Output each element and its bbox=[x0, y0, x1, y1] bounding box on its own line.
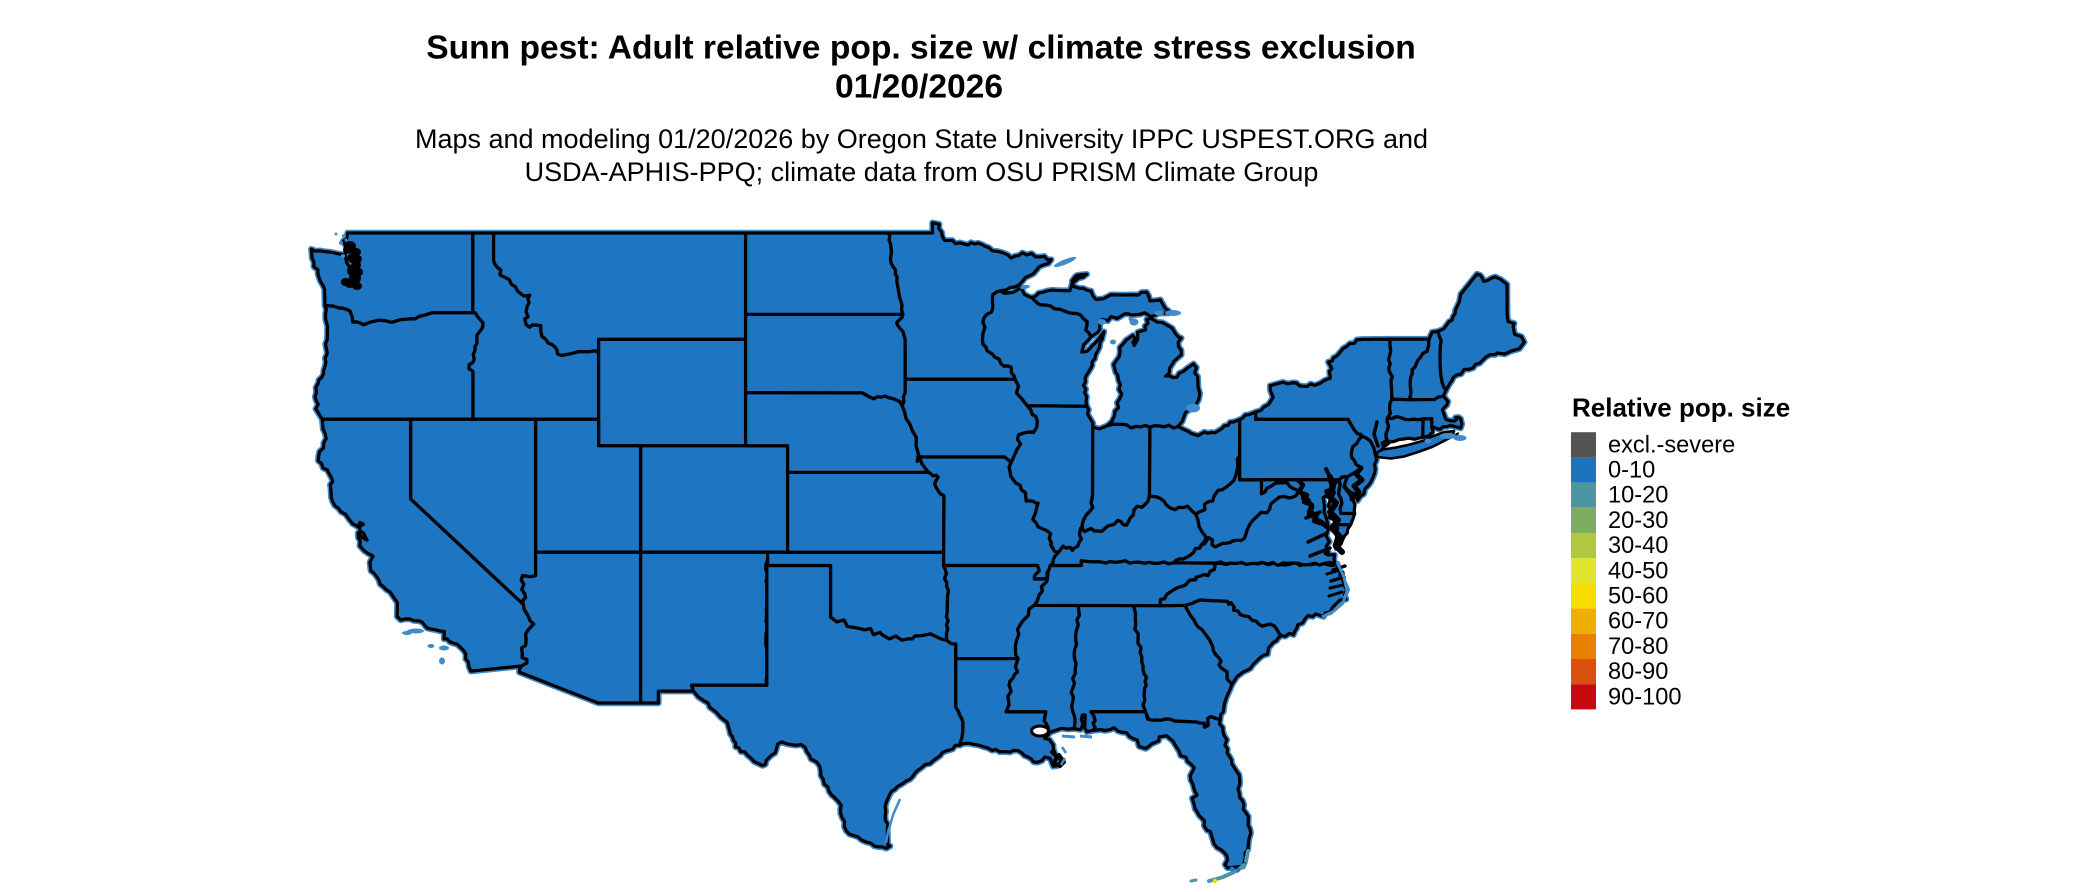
svg-text:0-10: 0-10 bbox=[1608, 458, 1655, 484]
svg-text:90-100: 90-100 bbox=[1608, 684, 1681, 710]
svg-text:50-60: 50-60 bbox=[1608, 584, 1668, 610]
svg-text:60-70: 60-70 bbox=[1608, 609, 1668, 635]
svg-text:01/20/2026: 01/20/2026 bbox=[835, 69, 1003, 106]
svg-text:30-40: 30-40 bbox=[1608, 533, 1668, 559]
svg-text:excl.-severe: excl.-severe bbox=[1608, 432, 1735, 458]
svg-text:80-90: 80-90 bbox=[1608, 659, 1668, 685]
svg-text:40-50: 40-50 bbox=[1608, 558, 1668, 584]
svg-text:Sunn pest: Adult relative pop.: Sunn pest: Adult relative pop. size w/ c… bbox=[426, 30, 1416, 67]
svg-text:10-20: 10-20 bbox=[1608, 483, 1668, 509]
svg-text:70-80: 70-80 bbox=[1608, 634, 1668, 660]
svg-text:20-30: 20-30 bbox=[1608, 508, 1668, 534]
svg-text:Relative pop. size: Relative pop. size bbox=[1572, 393, 1790, 423]
svg-text:Maps and modeling 01/20/2026 b: Maps and modeling 01/20/2026 by Oregon S… bbox=[415, 124, 1428, 154]
svg-text:USDA-APHIS-PPQ; climate data f: USDA-APHIS-PPQ; climate data from OSU PR… bbox=[525, 157, 1319, 187]
